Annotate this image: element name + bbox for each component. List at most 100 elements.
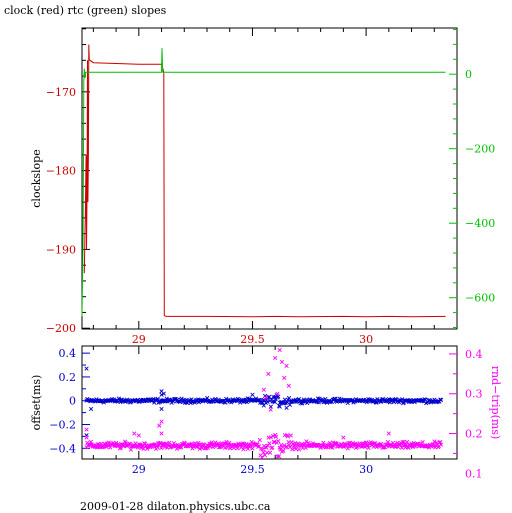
offset-point <box>373 400 378 405</box>
y-tick-label: −180 <box>46 165 76 178</box>
rnd-trip-point <box>304 439 309 444</box>
y-tick-label: −190 <box>46 243 76 256</box>
rnd-trip-point <box>290 447 295 452</box>
rnd-trip-outlier-point <box>263 395 269 400</box>
y2-tick-label: −600 <box>465 292 495 305</box>
offset-outlier-point <box>159 392 164 397</box>
offset-tick-label: 0.4 <box>59 347 77 360</box>
bottom-plot-frame <box>81 345 458 460</box>
rnd-trip-point <box>296 447 302 452</box>
y-tick-label: −170 <box>46 86 76 99</box>
rnd-trip-point <box>260 447 265 452</box>
rnd-trip-point <box>396 442 402 447</box>
rnd-trip-outlier-point <box>286 383 291 388</box>
rnd-trip-point <box>118 445 123 450</box>
rnd-trip-outlier-point <box>386 431 391 436</box>
clock-series-line <box>83 44 446 318</box>
rnd-trip-point <box>288 433 293 438</box>
offset-point <box>120 398 126 404</box>
y2-tick-label: −400 <box>465 217 495 230</box>
rnd-trip-point <box>276 438 281 444</box>
rnd-trip-point <box>155 445 160 450</box>
offset-outlier-point <box>261 403 266 408</box>
offset-outlier-point <box>273 395 278 400</box>
rnd-trip-point <box>159 445 164 451</box>
bottom-x-tick-label: 29.5 <box>240 463 265 476</box>
rnd-trip-point <box>88 439 94 444</box>
rnd-trip-point <box>321 440 326 445</box>
rnd-trip-point <box>284 444 289 449</box>
rnd-trip-outlier-point <box>84 435 89 440</box>
y2-tick-label: −200 <box>465 143 495 156</box>
rnd-trip-outlier-point <box>157 423 162 428</box>
x-tick-label: 29 <box>132 333 146 346</box>
top-plot-frame <box>81 27 458 330</box>
rnd-trip-point <box>392 442 397 447</box>
rnd-trip-point <box>347 443 352 448</box>
offset-point <box>179 396 184 401</box>
offset-outlier-point <box>284 405 289 410</box>
rndtrip-tick-label: 0.3 <box>465 388 483 401</box>
rnd-trip-outlier-point <box>273 355 278 361</box>
rnd-trip-point <box>270 445 275 450</box>
offset-point <box>219 398 225 404</box>
rnd-trip-point <box>364 440 369 445</box>
offset-point <box>296 397 302 402</box>
offset-outlier-point <box>159 406 164 412</box>
rndtrip-tick-label: 0.1 <box>465 467 483 480</box>
rnd-trip-point <box>438 442 444 447</box>
offset-outlier-point <box>88 406 94 412</box>
offset-tick-label: 0.2 <box>59 371 77 384</box>
offset-point <box>400 397 405 402</box>
rnd-trip-point <box>281 448 286 454</box>
offset-point <box>286 395 292 401</box>
rnd-trip-point <box>366 445 371 451</box>
chart-title: clock (red) rtc (green) slopes <box>4 4 167 17</box>
offset-point <box>205 395 210 401</box>
rnd-trip-point <box>267 441 272 446</box>
rnd-trip-point <box>285 434 290 439</box>
rndtrip-tick-label: 0.2 <box>465 428 483 441</box>
rnd-trip-outlier-point <box>268 407 273 412</box>
rnd-trip-point <box>365 443 370 448</box>
rnd-trip-point <box>186 442 191 447</box>
offset-axis-label: offset(ms) <box>30 375 43 431</box>
rnd-trip-outlier-point <box>261 387 266 392</box>
rnd-trip-outlier-point <box>284 363 289 369</box>
offset-outlier-point <box>84 366 89 371</box>
offset-point <box>260 400 265 405</box>
offset-point <box>118 400 123 405</box>
rnd-trip-outlier-point <box>132 431 137 436</box>
x-tick-label: 30 <box>359 333 373 346</box>
offset-point <box>287 402 292 408</box>
offset-point <box>438 397 444 403</box>
offset-tick-label: −0.2 <box>49 419 76 432</box>
offset-point <box>183 397 188 403</box>
offset-point <box>265 399 270 404</box>
rnd-trip-point <box>275 454 280 459</box>
rtc-series-line <box>81 48 446 317</box>
footer-caption: 2009-01-28 dilaton.physics.ubc.ca <box>80 500 271 513</box>
rnd-trip-outlier-point <box>341 435 346 440</box>
rnd-trip-point <box>235 446 240 451</box>
rnd-trip-point <box>128 447 134 452</box>
rnd-trip-point <box>227 440 232 445</box>
rnd-trip-outlier-point <box>275 391 280 396</box>
bottom-x-tick-label: 30 <box>359 463 373 476</box>
x-tick-label: 29.5 <box>240 333 265 346</box>
rnd-trip-outlier-point <box>84 427 89 432</box>
rnd-trip-outlier-point <box>159 431 164 436</box>
offset-point <box>276 394 281 399</box>
rndtrip-tick-label: 0.4 <box>465 348 483 361</box>
bottom-x-tick-label: 29 <box>132 463 146 476</box>
rnd-trip-outlier-point <box>279 359 285 365</box>
rnd-trip-outlier-point <box>266 371 271 376</box>
rnd-trip-point <box>400 439 405 445</box>
rnd-trip-point <box>241 447 246 452</box>
rnd-trip-point <box>273 434 279 440</box>
rnd-trip-point <box>268 435 273 440</box>
rnd-trip-point <box>276 454 282 459</box>
y2-tick-label: 0 <box>465 68 472 81</box>
